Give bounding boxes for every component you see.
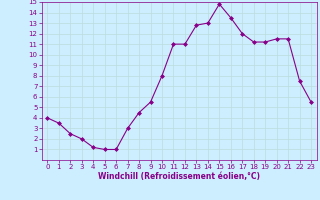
X-axis label: Windchill (Refroidissement éolien,°C): Windchill (Refroidissement éolien,°C): [98, 172, 260, 181]
